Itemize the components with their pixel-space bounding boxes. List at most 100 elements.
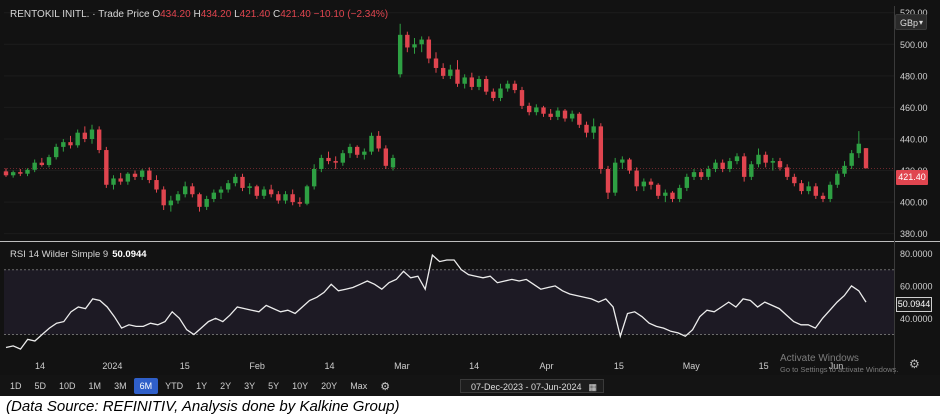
candle — [713, 159, 718, 173]
rsi-last-badge: 50.0944 — [896, 297, 932, 312]
candle — [190, 183, 195, 198]
watermark-subtitle: Go to Settings to activate Windows. — [780, 365, 899, 374]
candle — [369, 132, 374, 155]
range-1y[interactable]: 1Y — [196, 381, 208, 391]
candle-body — [154, 180, 159, 190]
chart-settings-icon[interactable]: ⚙ — [909, 357, 920, 371]
candle — [827, 181, 833, 203]
candle — [139, 168, 145, 181]
candle — [412, 37, 417, 54]
candle — [340, 150, 346, 166]
candle — [89, 124, 95, 144]
candle — [512, 80, 518, 94]
candle — [82, 126, 88, 143]
candle — [698, 168, 704, 181]
price-plot-area[interactable] — [4, 6, 894, 241]
candle — [247, 183, 252, 195]
price-type: Trade Price — [98, 9, 150, 20]
candle — [727, 157, 733, 173]
candle-body — [734, 156, 740, 162]
range-1m[interactable]: 1M — [88, 381, 102, 391]
candle — [326, 151, 331, 165]
candle-body — [569, 113, 575, 119]
candle-body — [197, 194, 202, 207]
candle-body — [311, 168, 317, 187]
time-tick-label: Apr — [540, 361, 554, 371]
candle-body — [641, 181, 647, 187]
candle — [476, 75, 482, 91]
candle-body — [469, 77, 475, 87]
candle-body — [770, 161, 776, 163]
candle — [584, 121, 589, 138]
candle-body — [562, 110, 568, 119]
candle — [18, 168, 23, 177]
change-value: −10.10 (−2.34%) — [313, 9, 389, 20]
candle-body — [125, 173, 131, 182]
candle — [204, 195, 209, 211]
range-6m[interactable]: 6M — [133, 378, 159, 394]
candle — [741, 153, 747, 182]
date-range-picker[interactable]: 07-Dec-2023 - 07-Jun-2024 ▦ — [460, 379, 604, 393]
candle-body — [627, 159, 632, 171]
candle-body — [512, 83, 518, 91]
candle-body — [25, 169, 30, 174]
range-2y[interactable]: 2Y — [220, 381, 232, 391]
candle-body — [319, 157, 324, 169]
candle — [254, 184, 260, 199]
candle-body — [756, 154, 761, 165]
candle-body — [211, 192, 217, 199]
range-5y[interactable]: 5Y — [268, 381, 280, 391]
time-tick-label: 15 — [759, 361, 769, 371]
calendar-icon: ▦ — [588, 382, 597, 392]
candle — [641, 178, 647, 192]
candle-body — [3, 171, 9, 176]
candle-body — [168, 200, 174, 206]
candle — [39, 157, 45, 167]
time-tick-label: 15 — [180, 361, 190, 371]
candle — [390, 154, 396, 171]
candle-body — [577, 113, 582, 125]
candle-body — [483, 79, 489, 92]
range-3m[interactable]: 3M — [114, 381, 127, 391]
range-5d[interactable]: 5D — [34, 381, 47, 391]
settings-gear-icon[interactable]: ⚙ — [380, 380, 391, 393]
rsi-label: RSI 14 Wilder Simple 9 — [10, 249, 109, 260]
candle-body — [462, 77, 467, 84]
candle — [598, 123, 604, 174]
candle-body — [10, 172, 16, 176]
candle-body — [354, 146, 360, 155]
candle — [104, 146, 109, 188]
range-1d[interactable]: 1D — [10, 381, 22, 391]
candle — [541, 105, 546, 117]
rsi-axis: 40.0000 60.0000 80.0000 — [900, 249, 933, 324]
range-20y[interactable]: 20Y — [321, 381, 338, 391]
candle-body — [598, 126, 604, 169]
candle — [276, 191, 281, 204]
candle — [455, 60, 460, 87]
range-ytd[interactable]: YTD — [165, 381, 184, 391]
candle — [483, 75, 489, 95]
source-caption: (Data Source: REFINITIV, Analysis done b… — [6, 398, 400, 415]
candle — [75, 129, 80, 148]
candle-body — [806, 186, 811, 192]
candle-body — [333, 161, 338, 163]
currency-label: GBp — [900, 18, 919, 28]
candle — [498, 83, 503, 102]
range-3y[interactable]: 3Y — [244, 381, 256, 391]
rsi-band-fill — [4, 269, 894, 335]
candle-body — [39, 162, 45, 166]
range-toolbar: 1D 5D 10D 1M 3M 6M YTD 1Y 2Y 3Y 5Y 10Y 2… — [4, 378, 390, 394]
candle-body — [476, 79, 482, 87]
candle — [577, 112, 582, 128]
candle — [799, 180, 804, 195]
range-max[interactable]: Max — [350, 381, 368, 391]
candle — [620, 156, 625, 169]
candle-body — [111, 178, 116, 185]
candle-body — [784, 167, 790, 177]
range-10d[interactable]: 10D — [59, 381, 76, 391]
range-10y[interactable]: 10Y — [292, 381, 309, 391]
legend-dot: · — [92, 9, 96, 20]
currency-selector[interactable]: GBp ▾ — [895, 14, 927, 30]
candle-body — [519, 90, 525, 106]
